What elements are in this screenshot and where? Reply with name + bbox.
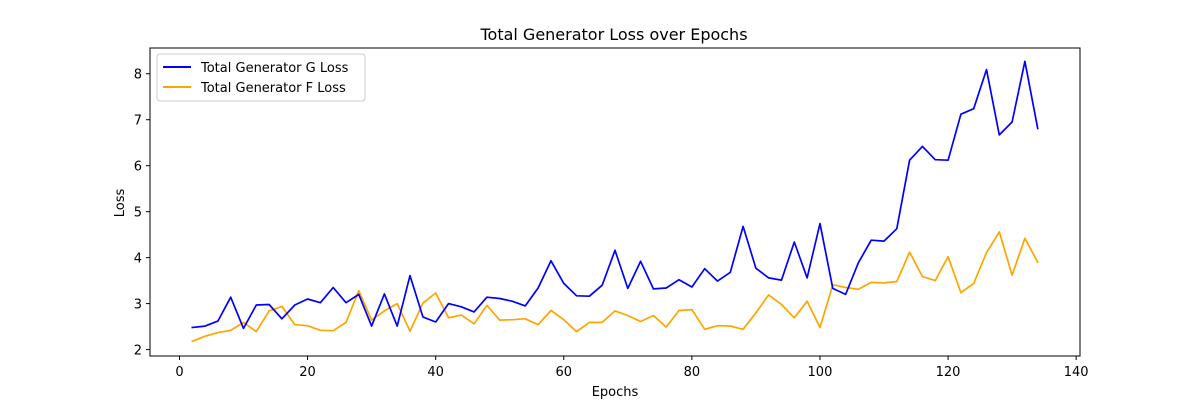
legend-label-g: Total Generator G Loss	[200, 61, 349, 76]
plot-lines	[191, 60, 1039, 343]
series-line-g	[191, 60, 1039, 330]
y-tick-label: 8	[134, 68, 142, 83]
x-tick-label: 120	[936, 365, 961, 380]
x-tick-label: 100	[808, 365, 833, 380]
y-tick-label: 7	[134, 114, 142, 129]
x-tick-label: 60	[555, 365, 572, 380]
y-tick-label: 5	[134, 206, 142, 221]
series-line-f	[191, 231, 1039, 343]
y-axis: 2 3 4 5 6 7 8	[134, 68, 150, 359]
y-tick-label: 3	[134, 298, 142, 313]
y-tick-label: 2	[134, 344, 142, 359]
x-tick-label: 80	[684, 365, 701, 380]
x-tick-label: 20	[299, 365, 316, 380]
plot-frame	[149, 47, 1081, 357]
legend: Total Generator G Loss Total Generator F…	[156, 53, 366, 102]
x-axis-label: Epochs	[592, 385, 639, 400]
x-tick-label: 0	[175, 365, 183, 380]
chart-title: Total Generator Loss over Epochs	[479, 25, 747, 44]
x-tick-label: 40	[427, 365, 444, 380]
x-tick-label: 140	[1064, 365, 1089, 380]
legend-box	[156, 53, 366, 102]
y-tick-label: 4	[134, 252, 142, 267]
y-tick-label: 6	[134, 160, 142, 175]
x-axis: 0 20 40 60 80 100 120 140	[175, 356, 1089, 380]
legend-label-f: Total Generator F Loss	[200, 81, 346, 96]
y-axis-label: Loss	[113, 189, 128, 218]
